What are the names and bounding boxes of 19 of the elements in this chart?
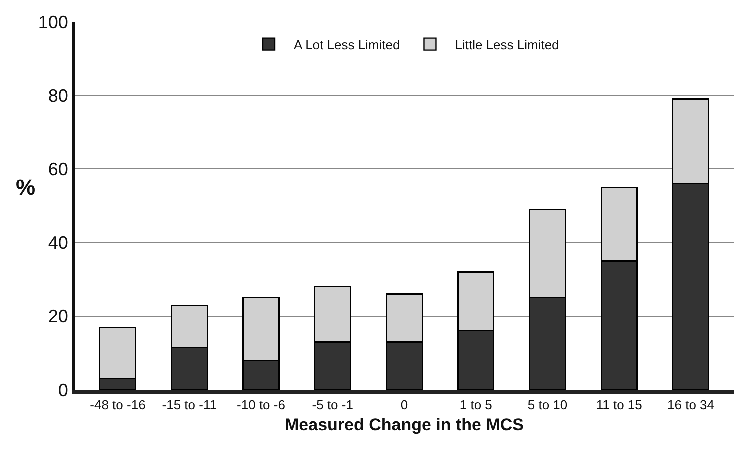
y-tick-label: 60 xyxy=(48,160,68,180)
x-tick-label: 11 to 15 xyxy=(596,398,642,413)
x-tick-label: -15 to -11 xyxy=(162,398,217,413)
y-tick-label: 100 xyxy=(38,12,68,32)
y-tick-label: 20 xyxy=(48,306,68,327)
x-tick-label: -48 to -16 xyxy=(90,398,146,413)
y-tick-label: 80 xyxy=(48,86,68,106)
x-tick-label: 5 to 10 xyxy=(528,398,568,413)
y-tick-label: 0 xyxy=(58,380,68,400)
legend-label: Little Less Limited xyxy=(455,37,560,52)
x-axis-title: Measured Change in the MCS xyxy=(285,416,524,434)
x-tick-label: -5 to -1 xyxy=(312,398,354,413)
x-tick-label: 0 xyxy=(400,398,408,413)
legend-label: A Lot Less Limited xyxy=(294,37,400,52)
x-tick-label: 16 to 34 xyxy=(668,398,715,413)
y-tick-label: 40 xyxy=(48,233,68,254)
x-tick-label: -10 to -6 xyxy=(237,398,286,413)
x-tick-label: 1 to 5 xyxy=(460,398,492,413)
y-axis-title: % xyxy=(16,175,36,200)
